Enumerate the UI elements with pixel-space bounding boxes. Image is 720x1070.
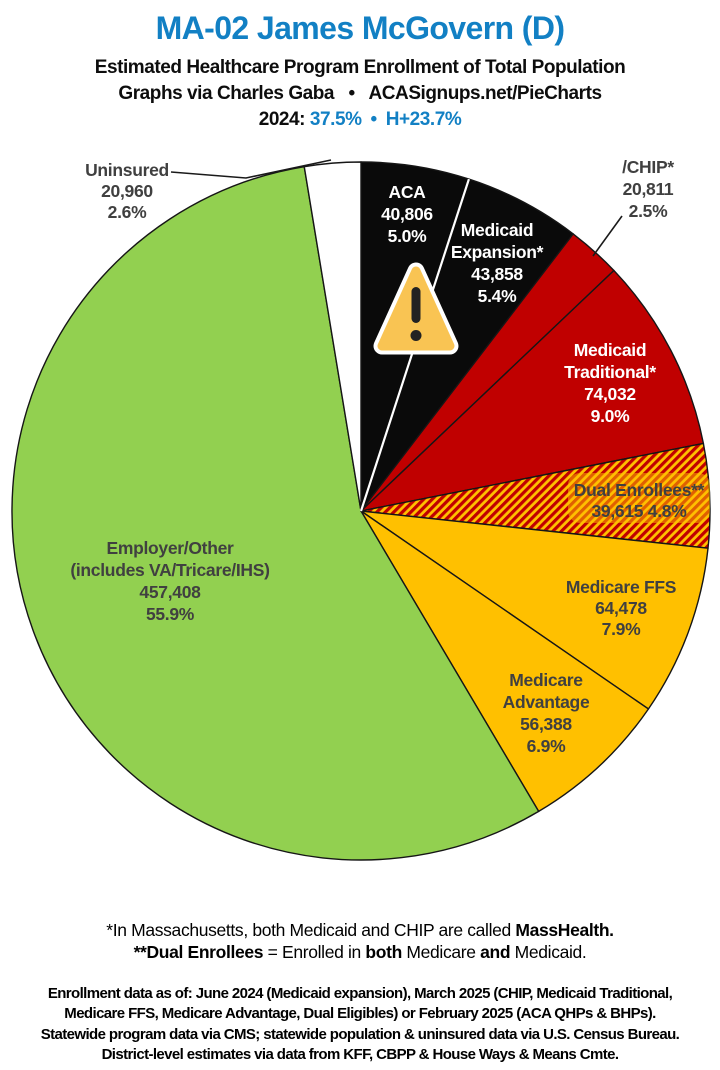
credit-line: Graphs via Charles Gaba • ACASignups.net… — [118, 83, 602, 104]
stat-year-label: 2024: — [258, 109, 306, 130]
slice-label-chip: /CHIP* 20,811 2.5% — [622, 157, 674, 221]
footnote-segment: MassHealth. — [515, 920, 614, 940]
pie-slice-medicare-advantage — [360, 510, 650, 813]
dual-enrollees-label-backdrop — [568, 473, 710, 523]
footnote-segment: and — [480, 941, 511, 962]
pie-slice-labels: ACA 40,806 5.0% Medicaid Expansion* 43,858 5.4… — [70, 157, 710, 756]
footnotes: *In Massachusetts, both Medicaid and CHI… — [0, 920, 720, 963]
slice-label-employer-other-includes-va-tricare-ihs: Employer/Other (includes VA/Tricare/IHS) 4… — [70, 538, 269, 624]
slice-label-medicare-ffs: Medicare FFS 64,478 7.9% — [566, 577, 676, 639]
pie-slice-medicaid-traditional — [360, 269, 705, 512]
footnote-masshealth: *In Massachusetts, both Medicaid and CHI… — [0, 920, 720, 942]
footnote-segment: both — [365, 941, 402, 962]
slice-label-aca: ACA 40,806 5.0% — [381, 182, 433, 246]
slice-label-medicare-advantage: Medicare Advantage 56,388 6.9% — [503, 670, 590, 756]
bullet-separator: • — [370, 109, 378, 130]
warning-exclamation-dot — [410, 330, 422, 341]
header: MA-02 James McGovern (D) Estimated Healt… — [0, 10, 720, 133]
pie-slice-medicare-ffs — [360, 510, 709, 710]
subtitle: Estimated Healthcare Program Enrollment … — [94, 57, 626, 78]
footnote-segment: Medicaid. — [510, 941, 587, 962]
footnote-segment: *In Massachusetts, both Medicaid and CHI… — [106, 920, 516, 940]
slice-label-uninsured: Uninsured 20,960 2.6% — [85, 160, 169, 222]
slice-label-dual-enrollees: Dual Enrollees** 39,615 4.8% — [574, 480, 705, 521]
leader-line-uninsured — [170, 159, 332, 179]
pie-slice-employer-other-includes-va-tricare-ihs — [11, 165, 540, 861]
warning-exclamation-bar — [411, 287, 421, 323]
data-source-fineprint: Enrollment data as of: June 2024 (Medica… — [0, 984, 720, 1066]
enrollment-pie-chart: ACA 40,806 5.0% Medicaid Expansion* 43,858 5.4… — [11, 157, 711, 861]
slice-label-medicaid-traditional: Medicaid Traditional* 74,032 9.0% — [564, 340, 656, 426]
fineprint-line: District-level estimates via data from K… — [101, 1046, 619, 1064]
fineprint-line: Enrollment data as of: June 2024 (Medica… — [47, 985, 673, 1002]
warning-icon — [373, 262, 459, 355]
pie-slices — [11, 161, 711, 861]
footnote-segment: Medicare — [401, 941, 481, 962]
stat-line: 2024: 37.5% • H+23.7% — [0, 107, 720, 133]
fineprint-line: Medicare FFS, Medicare Advantage, Dual E… — [64, 1005, 656, 1023]
leader-line-chip — [592, 215, 623, 257]
page-title: MA-02 James McGovern (D) — [155, 10, 565, 46]
stat-year-value: 37.5% — [309, 109, 362, 130]
footnote-segment: = Enrolled in — [263, 941, 366, 962]
footnote-segment: **Dual Enrollees — [133, 941, 264, 962]
slice-label-medicaid-expansion: Medicaid Expansion* 43,858 5.4% — [451, 220, 544, 306]
stat-house-margin: H+23.7% — [385, 109, 462, 130]
footnote-dual-enrollees: **Dual Enrollees = Enrolled in both Medi… — [0, 942, 720, 964]
pie-slice-uninsured — [303, 161, 362, 512]
fineprint-line: Statewide program data via CMS; statewid… — [40, 1025, 680, 1043]
